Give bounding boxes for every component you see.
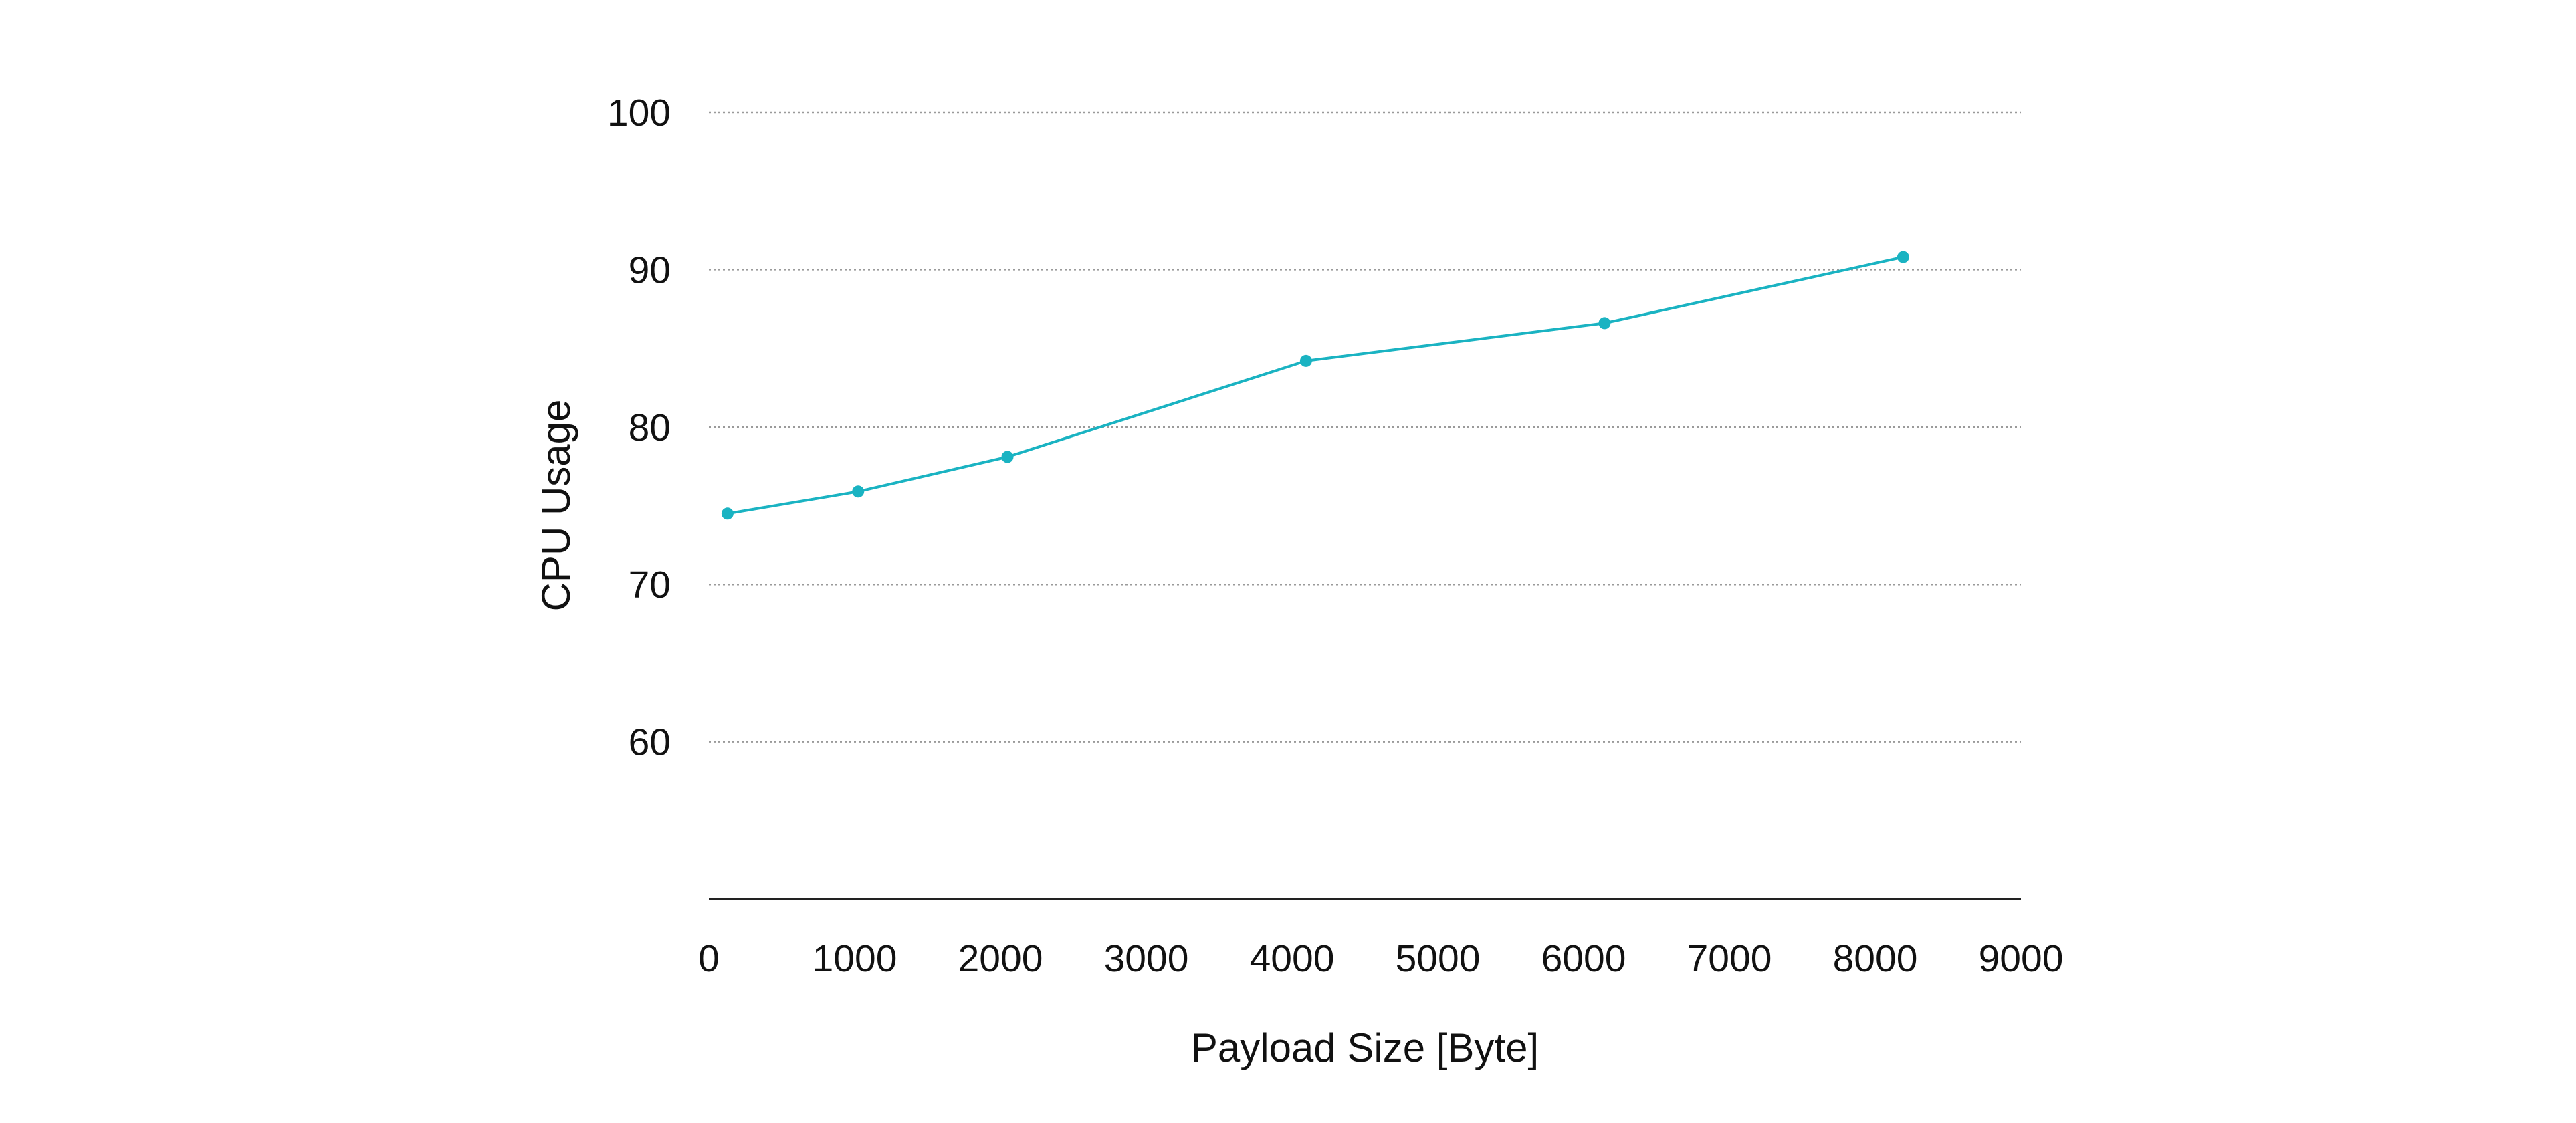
data-point bbox=[852, 485, 865, 498]
x-tick-label: 6000 bbox=[1541, 937, 1626, 980]
x-tick-label: 9000 bbox=[1979, 937, 2064, 980]
series-line bbox=[727, 255, 1904, 515]
x-tick-label: 8000 bbox=[1833, 937, 1918, 980]
data-point bbox=[1897, 251, 1909, 263]
x-tick-label: 4000 bbox=[1250, 937, 1335, 980]
y-tick-label: 60 bbox=[629, 721, 671, 764]
y-tick-label: 70 bbox=[629, 564, 671, 606]
gridlines bbox=[709, 111, 2021, 743]
data-point bbox=[1598, 317, 1611, 330]
y-axis-title: CPU Usage bbox=[534, 400, 578, 612]
data-point bbox=[721, 507, 734, 520]
x-tick-label: 0 bbox=[698, 937, 720, 980]
series-layer bbox=[721, 251, 1909, 520]
x-tick-label: 7000 bbox=[1687, 937, 1772, 980]
x-tick-label: 5000 bbox=[1396, 937, 1481, 980]
data-point bbox=[1299, 354, 1312, 367]
x-axis-title: Payload Size [Byte] bbox=[1191, 1025, 1539, 1070]
y-tick-label: 100 bbox=[607, 92, 671, 134]
data-point bbox=[1001, 451, 1014, 463]
x-tick-label: 3000 bbox=[1104, 937, 1189, 980]
y-tick-label: 90 bbox=[629, 249, 671, 291]
x-tick-label: 2000 bbox=[958, 937, 1043, 980]
y-axis-ticks: 60 70 80 90 100 bbox=[607, 92, 671, 764]
x-axis-ticks: 0 1000 2000 3000 4000 5000 6000 7000 8000 9000 bbox=[698, 937, 2063, 980]
y-tick-label: 80 bbox=[629, 406, 671, 449]
x-tick-label: 1000 bbox=[813, 937, 897, 980]
